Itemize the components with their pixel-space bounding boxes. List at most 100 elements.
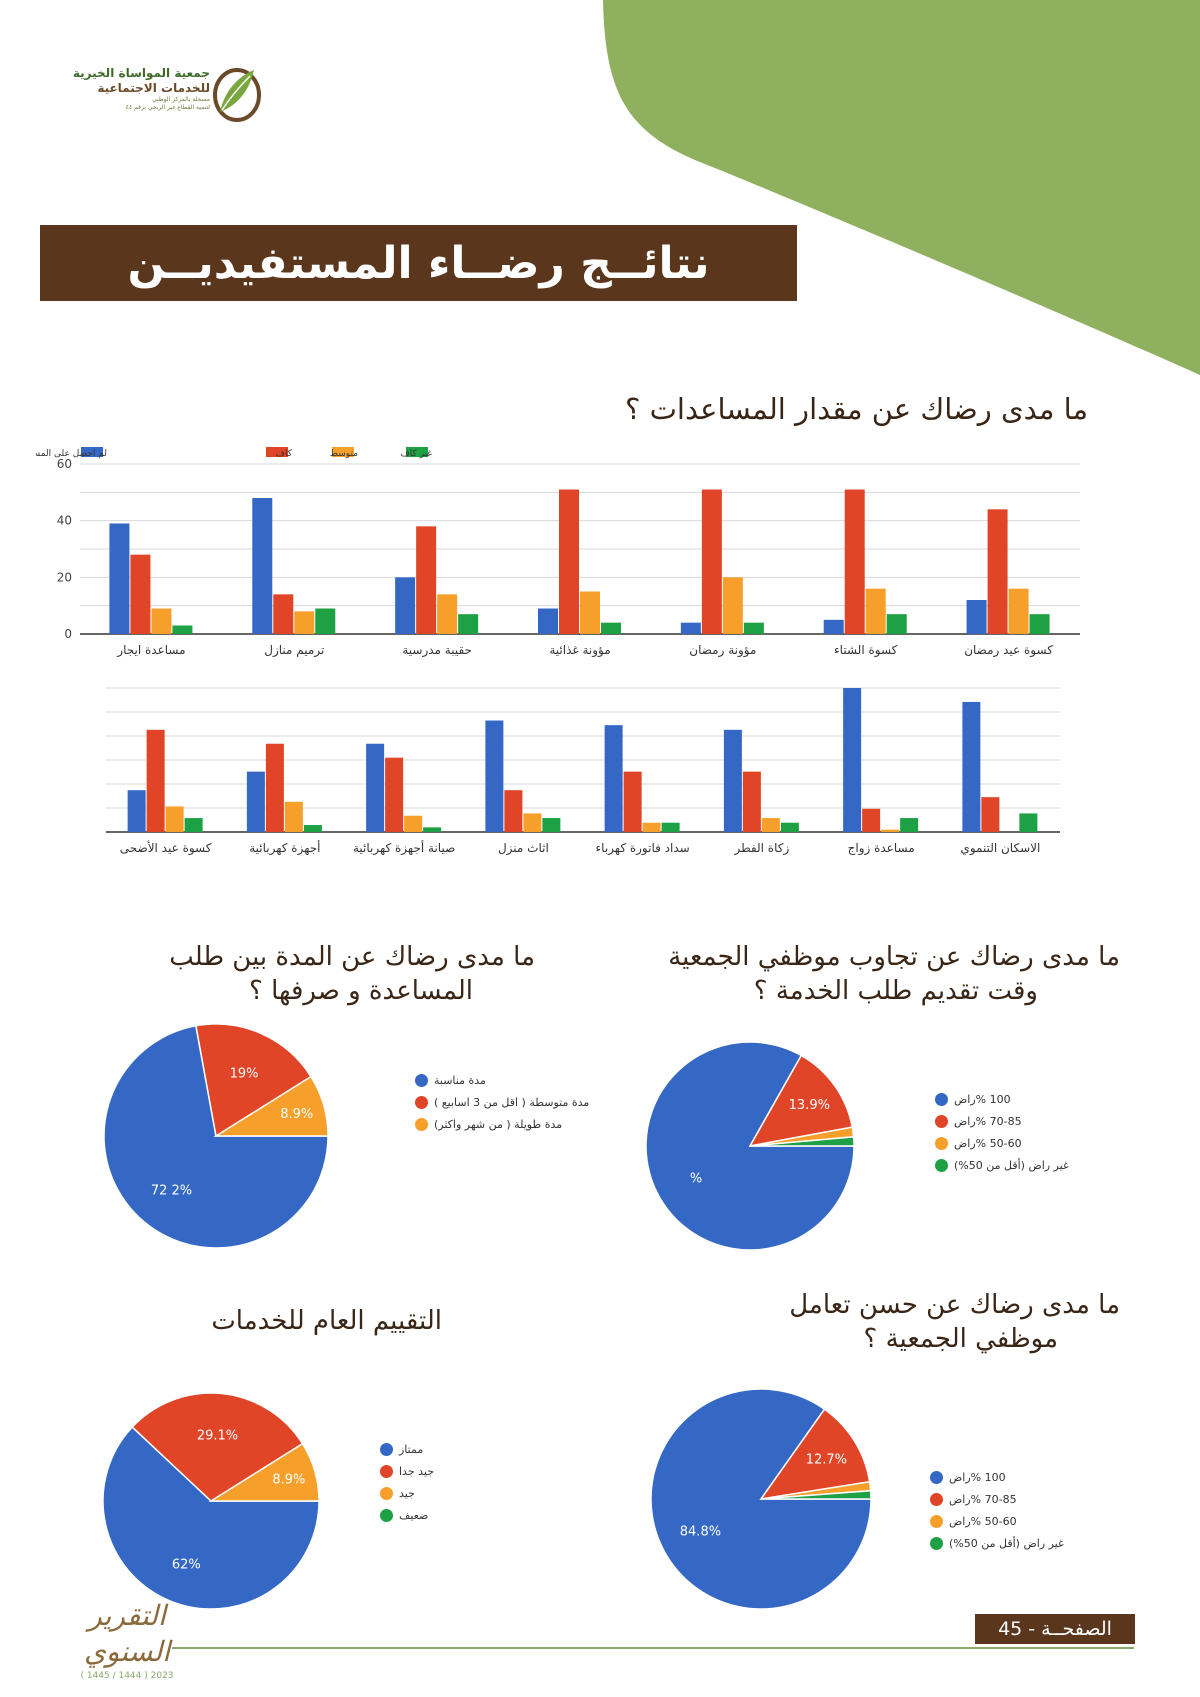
legend-dot: [935, 1092, 948, 1106]
legend-dot: [380, 1508, 393, 1522]
annual-report-logo: التقرير السنوي ( 1445 / 1444 ) 2023: [72, 1598, 182, 1681]
bar: [284, 801, 303, 832]
bar: [423, 827, 442, 832]
legend-label: لم احصل على المساعدة ( لم أقدم ): [36, 447, 107, 459]
legend-dot: [380, 1442, 393, 1456]
question-2-line2: وقت تقديم طلب الخدمة ؟: [753, 976, 1038, 1006]
bar: [172, 625, 193, 634]
page-number: الصفحــة - 45: [975, 1614, 1135, 1644]
question-4-title: ما مدى رضاك عن حسن تعامل موظفي الجمعية ؟: [740, 1288, 1120, 1356]
pie-label: 84.8%: [680, 1524, 721, 1539]
legend-dot: [930, 1470, 943, 1484]
question-5-title: التقييم العام للخدمات: [211, 1306, 442, 1336]
bar: [623, 771, 642, 832]
legend-processing-time: مدة مناسبة مدة متوسطة ( اقل من 3 اسابيع )…: [415, 1069, 605, 1135]
pie-label: 8.9%: [272, 1473, 305, 1488]
bar: [559, 489, 579, 634]
legend-dot: [415, 1095, 428, 1109]
bar: [823, 619, 844, 634]
bar: [385, 757, 404, 832]
legend-swatch: [406, 447, 428, 457]
bar: [538, 608, 558, 634]
pie-chart-overall-rating: 62% 29.1% 8.9%: [102, 1392, 320, 1610]
bar: [900, 818, 919, 832]
bar: [1008, 588, 1029, 634]
logo-registration-line1: مسجلة بالمركز الوطني: [152, 96, 210, 103]
leaf-emblem-icon: [213, 68, 261, 122]
legend-swatch: [332, 447, 354, 457]
legend-label: متوسط: [330, 449, 358, 459]
legend-item: 50-60 %راض: [930, 1510, 1090, 1532]
bar: [761, 818, 780, 832]
pie-label: 62%: [172, 1557, 201, 1572]
footer-divider: [172, 1647, 1134, 1649]
legend-item: مدة طويلة ( من شهر واكثر): [415, 1113, 605, 1135]
bar: [1019, 813, 1038, 832]
bar: [485, 720, 504, 832]
bar: [395, 577, 416, 634]
bar: [165, 806, 184, 832]
bar: [1029, 614, 1050, 634]
legend-label: ضعيف: [399, 1508, 429, 1522]
legend-dot: [415, 1117, 428, 1131]
bar: [294, 611, 315, 634]
question-1-title: ما مدى رضاك عن مقدار المساعدات ؟: [624, 392, 1088, 426]
legend-item: ضعيف: [380, 1504, 440, 1526]
legend-label: ممتاز: [399, 1442, 424, 1456]
x-tick-label: كسوة الشتاء: [834, 643, 898, 658]
bar: [886, 614, 907, 634]
x-tick-label: زكاة الفطر: [733, 841, 789, 856]
legend-item: غير راض (أقل من 50%): [935, 1154, 1085, 1176]
bar: [604, 725, 623, 832]
bar: [843, 688, 862, 832]
legend-label: غير كاف: [400, 449, 432, 459]
pie-slice: [103, 1024, 329, 1249]
legend-label: 100 %راض: [949, 1470, 1006, 1484]
y-tick-label: 20: [57, 570, 72, 584]
bar: [416, 526, 437, 634]
bar: [130, 554, 151, 634]
bar: [723, 729, 742, 832]
legend-dot: [935, 1136, 948, 1150]
pie-slice: [760, 1489, 872, 1500]
legend-label: 50-60 %راض: [954, 1136, 1022, 1150]
bar: [680, 622, 701, 634]
bar: [542, 818, 561, 832]
pie-slice: [213, 1075, 329, 1137]
bar: [881, 829, 900, 832]
bar: [780, 822, 799, 832]
legend-label: مدة متوسطة ( اقل من 3 اسابيع ): [434, 1095, 590, 1109]
legend-item: ممتاز: [380, 1438, 440, 1460]
bar: [366, 743, 385, 832]
y-tick-label: 60: [57, 457, 72, 471]
x-tick-label: حقيبة مدرسية: [402, 643, 472, 658]
bar: [865, 588, 886, 634]
question-4-line2: موظفي الجمعية ؟: [863, 1324, 1059, 1354]
y-tick-label: 40: [57, 514, 72, 528]
pie-slice: [208, 1442, 320, 1502]
x-tick-label: الاسكان التنموي: [960, 841, 1040, 856]
question-4-line1: ما مدى رضاك عن حسن تعامل: [789, 1290, 1120, 1320]
corner-decoration: [603, 0, 1200, 375]
legend-swatch: [266, 447, 288, 457]
x-tick-label: صيانة أجهزة كهربائية: [353, 840, 455, 856]
pie-slice: [749, 1136, 855, 1147]
bar-chart-assistance-amount-2: كسوة عيد الأضحى أجهزة كهربائية صيانة أجهزة…: [106, 687, 1060, 856]
question-3-title: ما مدى رضاك عن المدة بين طلب المساعدة و …: [150, 940, 535, 1008]
pie-label: 13.9%: [789, 1098, 830, 1113]
legend-staff-responsiveness: 100 %راض 70-85 %راض 50-60 %راض غير راض (أقل…: [935, 1088, 1085, 1176]
bar: [523, 813, 542, 832]
bar: [127, 790, 146, 832]
bar: [743, 622, 764, 634]
legend-label: جيد جدا: [399, 1464, 435, 1478]
pie-chart-processing-time: 72 2% 19% 8.9%: [103, 1023, 329, 1249]
legend-item: مدة متوسطة ( اقل من 3 اسابيع ): [415, 1091, 605, 1113]
bar: [458, 614, 479, 634]
bar: [987, 509, 1008, 634]
bar: [742, 771, 761, 832]
question-3-line1: ما مدى رضاك عن المدة بين طلب: [169, 942, 535, 972]
bar: [315, 608, 336, 634]
legend-label: غير راض (أقل من 50%): [954, 1158, 1069, 1172]
bar: [701, 489, 722, 634]
bar: [184, 818, 203, 832]
